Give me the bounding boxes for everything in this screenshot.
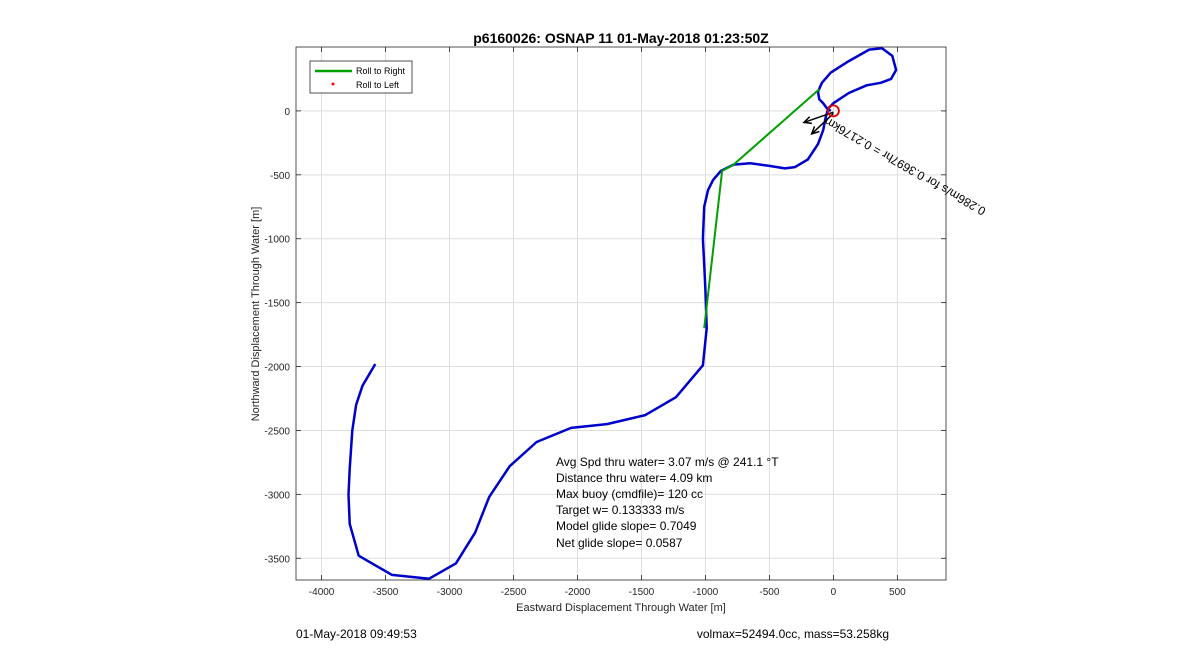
x-tick-label: 0 <box>831 587 837 598</box>
annotation-avg-speed: Avg Spd thru water= 3.07 m/s @ 241.1 °T <box>556 455 779 469</box>
x-tick-label: -2500 <box>501 587 527 598</box>
annotation-distance: Distance thru water= 4.09 km <box>556 471 712 485</box>
x-axis-label: Eastward Displacement Through Water [m] <box>516 602 726 614</box>
x-tick-label: -1000 <box>693 587 719 598</box>
start-marker-circle <box>827 104 840 118</box>
y-tick-label: -2500 <box>264 426 290 437</box>
y-tick-label: -2000 <box>264 363 290 374</box>
chart-title: p6160026: OSNAP 11 01-May-2018 01:23:50Z <box>473 30 769 46</box>
annotation-model-glide-slope: Model glide slope= 0.7049 <box>556 519 697 533</box>
legend: Roll to Right Roll to Left <box>309 60 413 94</box>
current-arrow-shaft <box>811 112 834 135</box>
legend-label-roll-left: Roll to Left <box>356 80 400 90</box>
annotation-max-buoy: Max buoy (cmdfile)= 120 cc <box>556 487 703 501</box>
footer-timestamp: 01-May-2018 09:49:53 <box>296 627 417 641</box>
y-tick-label: -3500 <box>264 554 290 565</box>
x-tick-label: -3500 <box>373 587 399 598</box>
plot-background <box>296 47 946 580</box>
x-tick-label: -500 <box>759 587 779 598</box>
axes-box <box>295 46 947 581</box>
y-tick-label: -1000 <box>264 235 290 246</box>
current-arrow-head <box>802 116 813 125</box>
stats-annotations: Avg Spd thru water= 3.07 m/s @ 241.1 °T … <box>556 455 779 550</box>
y-tick-label: 0 <box>284 107 290 118</box>
x-tick-label: -1500 <box>629 587 655 598</box>
annotation-target-w: Target w= 0.133333 m/s <box>556 503 684 517</box>
y-tick-label: -500 <box>270 171 290 182</box>
y-tick-label: -1500 <box>264 299 290 310</box>
footer-volmax-mass: volmax=52494.0cc, mass=53.258kg <box>697 627 889 641</box>
legend-swatch-roll-left <box>331 82 335 86</box>
plot-area: -4000 -3500 -3000 -2500 -2000 -1500 -1000 -500 0… <box>264 46 988 598</box>
series-track-line <box>347 47 898 580</box>
current-arrow-head <box>810 126 820 136</box>
x-tick-label: -3000 <box>437 587 463 598</box>
y-axis-label: Northward Displacement Through Water [m] <box>250 207 262 422</box>
x-tick-label: -2000 <box>565 587 591 598</box>
annotation-net-glide-slope: Net glide slope= 0.0587 <box>556 536 683 550</box>
x-tick-label: 500 <box>889 587 906 598</box>
legend-box <box>309 60 413 94</box>
legend-label-roll-right: Roll to Right <box>356 66 406 76</box>
series-roll-right-line <box>703 88 820 329</box>
x-tick-label: -4000 <box>309 587 335 598</box>
y-tick-label: -3000 <box>264 490 290 501</box>
